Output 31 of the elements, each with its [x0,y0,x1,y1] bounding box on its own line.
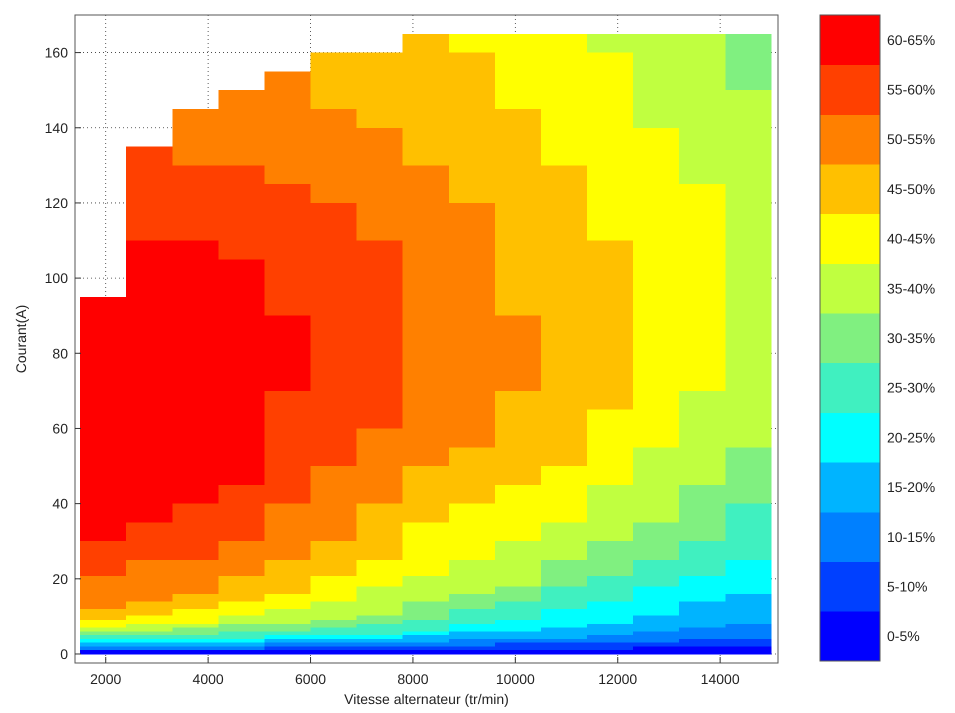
x-tick-label: 2000 [90,671,122,687]
y-tick-label: 160 [44,44,68,61]
color-bar-label: 15-20% [887,479,936,496]
x-tick-label: 10000 [496,671,536,687]
color-bar-label: 20-25% [887,429,936,446]
x-tick-label: 4000 [192,671,224,687]
color-bar-label: 10-15% [887,528,936,545]
color-bar-label: 55-60% [887,82,936,98]
y-tick-label: 120 [44,194,68,211]
y-tick-label: 0 [60,646,68,662]
color-bar-label: 50-55% [887,131,936,148]
x-axis-title: Vitesse alternateur (tr/min) [344,691,509,707]
color-bar-label: 5-10% [887,578,928,594]
color-bar-label: 60-65% [887,32,936,48]
x-tick-label: 14000 [700,671,740,687]
y-tick-label: 140 [44,120,68,136]
color-bar-label: 45-50% [887,180,936,197]
y-tick-label: 60 [52,420,68,436]
y-tick-label: 100 [44,270,68,286]
y-tick-label: 40 [52,496,68,512]
x-tick-label: 8000 [397,671,429,687]
y-tick-label: 80 [52,345,68,362]
y-axis-title: Courant(A) [13,304,29,374]
x-tick-label: 6000 [294,671,326,687]
color-bar-label: 40-45% [887,230,936,247]
y-tick-label: 20 [52,570,68,587]
color-bar-label: 25-30% [887,380,936,396]
color-bar-label: 35-40% [887,280,936,296]
color-bar-label: 30-35% [887,330,936,346]
x-tick-label: 12000 [598,671,638,687]
color-bar-label: 0-5% [887,628,920,644]
